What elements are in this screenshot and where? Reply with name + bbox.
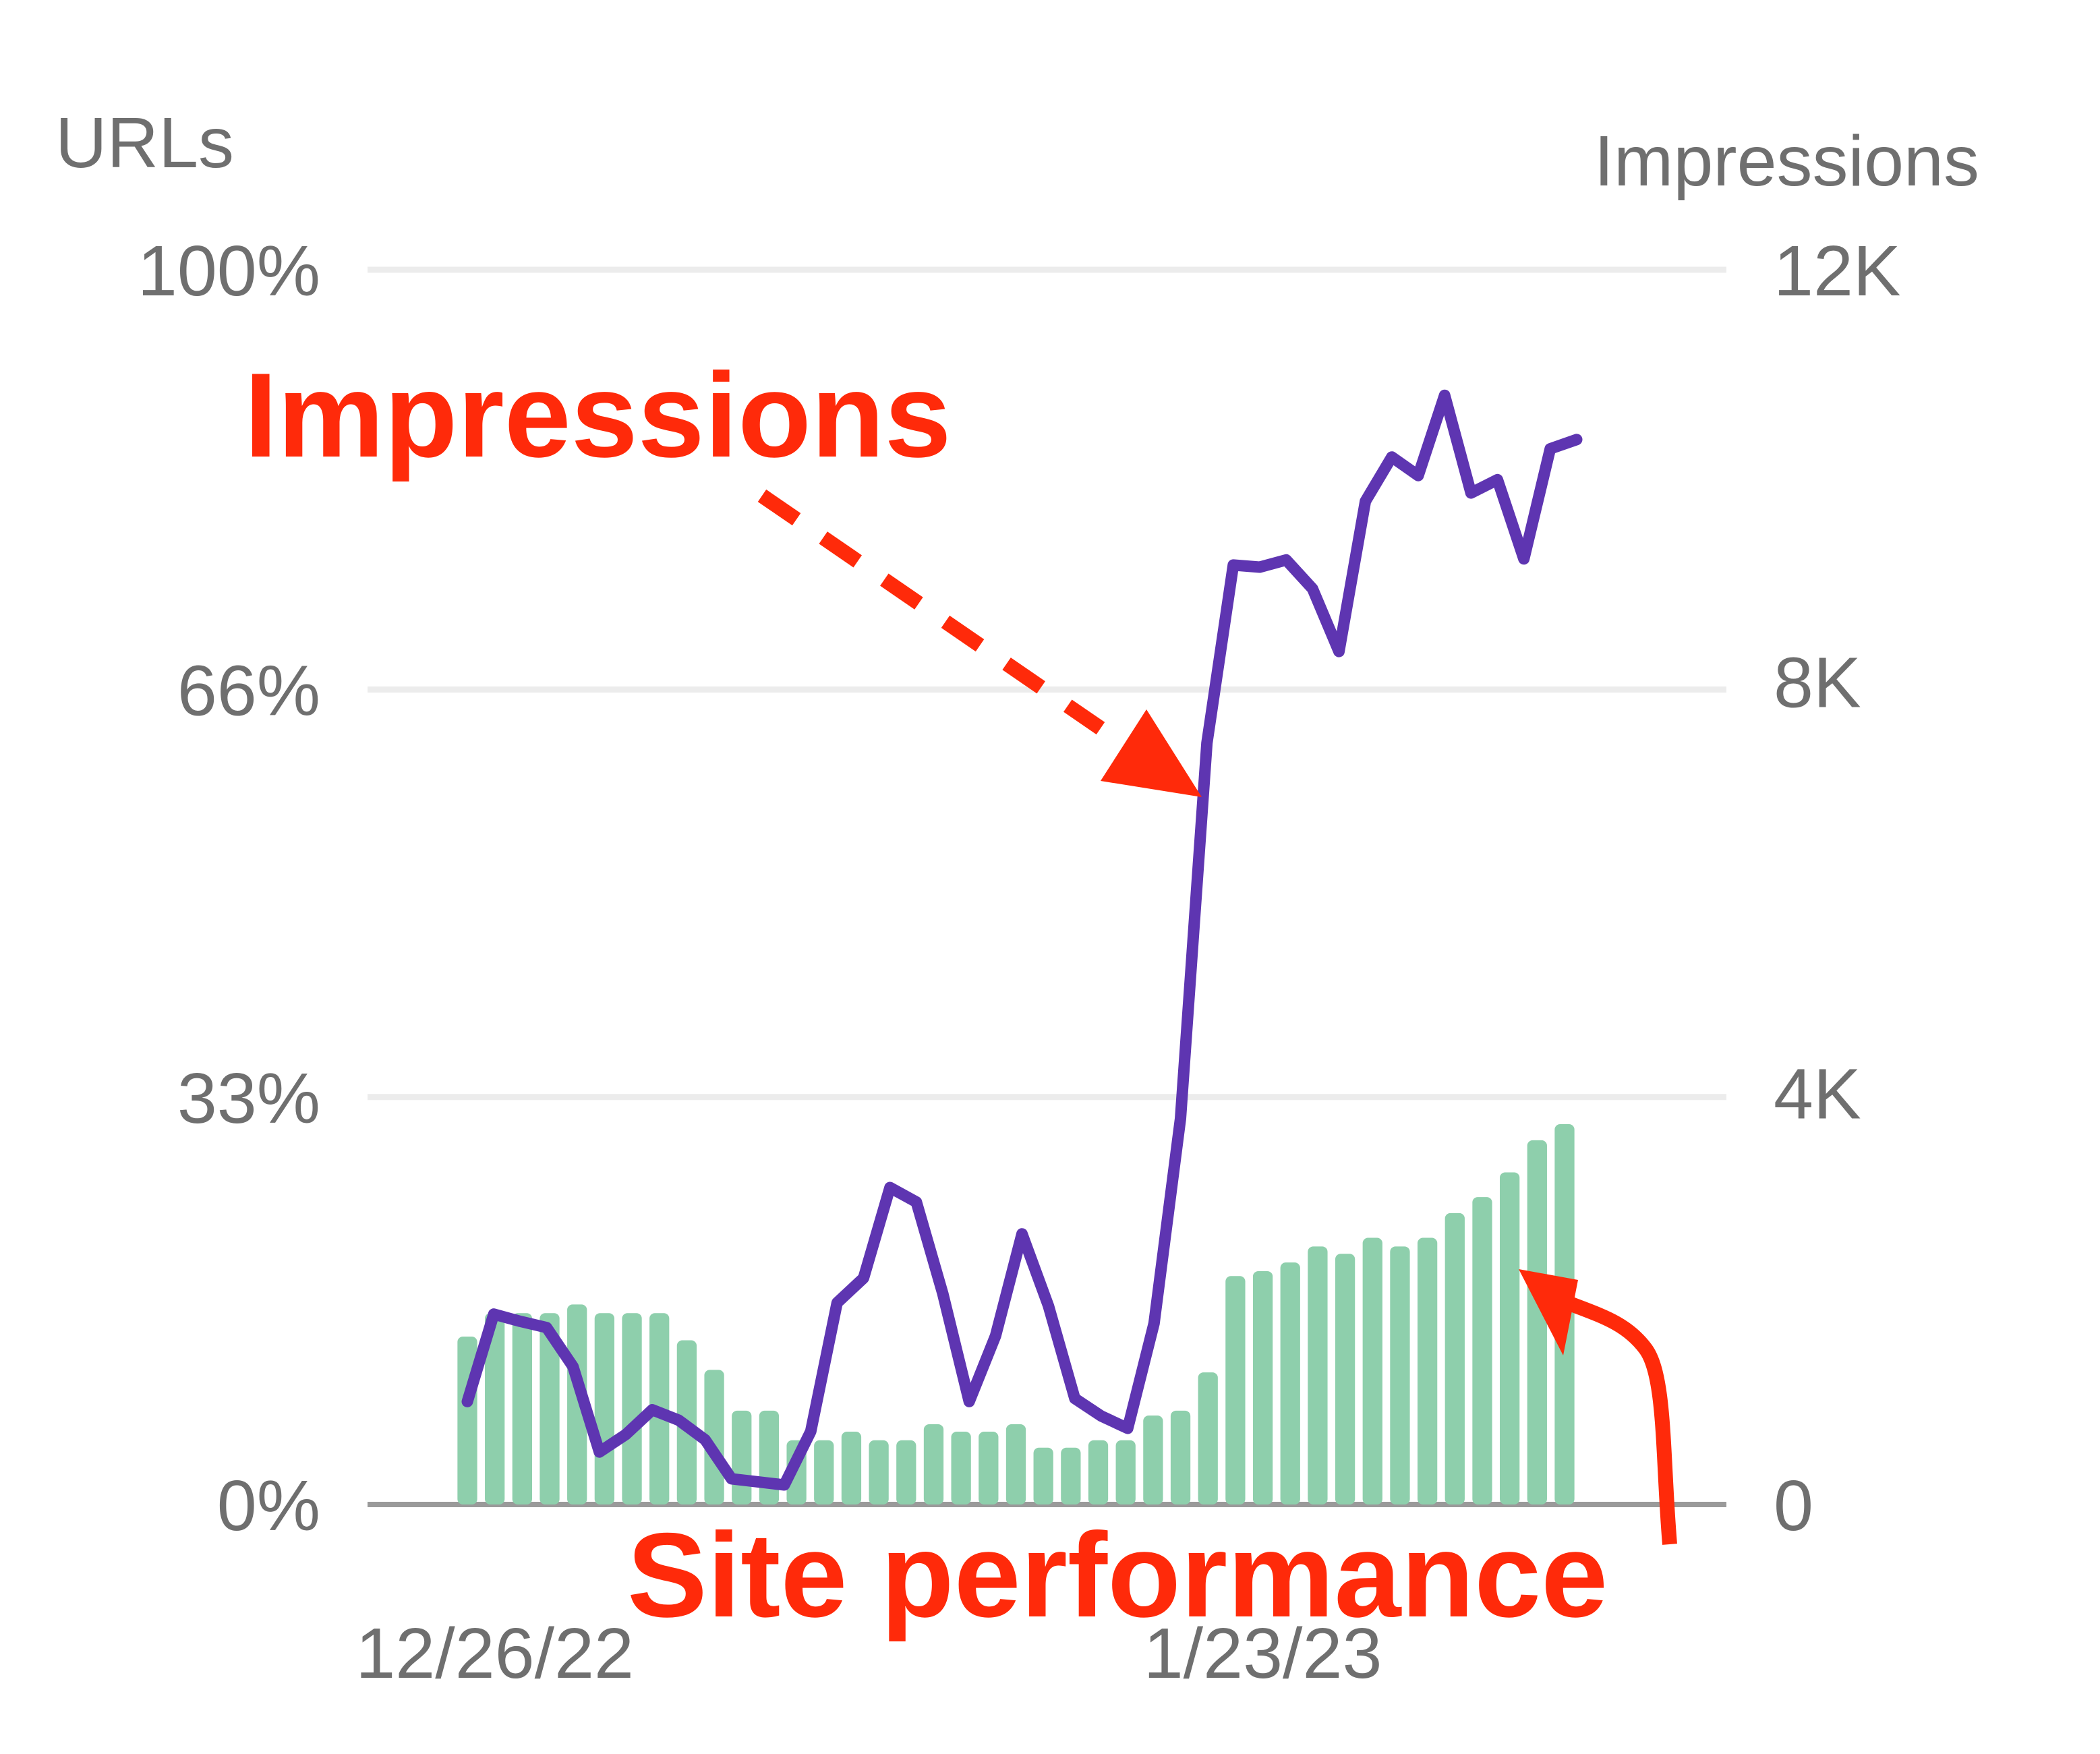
bar (1061, 1447, 1081, 1504)
right-tick-label: 8K (1774, 643, 1861, 722)
bar (1472, 1197, 1492, 1504)
bar (1252, 1270, 1273, 1504)
bar (622, 1313, 642, 1504)
left-axis-label: URLs (55, 103, 234, 183)
bar (594, 1313, 615, 1504)
bar (951, 1431, 971, 1504)
bar (704, 1370, 724, 1504)
left-tick-label: 0% (217, 1466, 320, 1546)
bar (979, 1431, 999, 1504)
left-tick-label: 100% (138, 231, 320, 311)
bar (539, 1313, 560, 1504)
bar (1335, 1254, 1355, 1504)
bar (814, 1440, 834, 1504)
annotation-site-performance: Site performance (627, 1508, 1608, 1642)
annotation-site-performance-arrow (1561, 1294, 1677, 1545)
bar (1225, 1276, 1246, 1504)
impressions-line (461, 389, 1583, 1491)
bar-series-site-performance (457, 1124, 1575, 1504)
bar (1005, 1424, 1026, 1504)
right-axis-ticks: 0 4K 8K 12K (1774, 231, 1901, 1546)
left-tick-label: 66% (177, 651, 320, 731)
bar (1170, 1410, 1191, 1504)
bar (485, 1313, 505, 1504)
bar (1308, 1246, 1328, 1504)
bar (1390, 1246, 1410, 1504)
bar (759, 1410, 780, 1504)
right-axis-label: Impressions (1594, 121, 1979, 201)
bar (1500, 1172, 1520, 1504)
bar (732, 1410, 752, 1504)
bar (923, 1424, 944, 1504)
bar (567, 1304, 587, 1504)
bar (512, 1313, 532, 1504)
bar (1088, 1440, 1109, 1504)
bar (1527, 1140, 1547, 1504)
bar (1115, 1440, 1136, 1504)
x-tick-label: 1/23/23 (1144, 1614, 1382, 1693)
line-series-impressions (461, 389, 1583, 1491)
bar (1445, 1212, 1465, 1504)
annotation-impressions: Impressions (244, 348, 952, 482)
right-tick-label: 0 (1774, 1466, 1813, 1546)
bar (869, 1440, 889, 1504)
annotation-impressions-arrowhead (1101, 709, 1202, 797)
bar (1280, 1262, 1300, 1504)
left-tick-label: 33% (177, 1059, 320, 1138)
right-tick-label: 4K (1774, 1055, 1861, 1134)
annotation-site-performance-arrowhead (1519, 1269, 1578, 1355)
bar (896, 1440, 916, 1504)
left-axis-ticks: 0% 33% 66% 100% (138, 231, 320, 1546)
annotation-impressions-arrow (757, 489, 1105, 735)
bar (1362, 1237, 1382, 1504)
bar (1198, 1372, 1218, 1504)
bar (1033, 1447, 1053, 1504)
right-tick-label: 12K (1774, 231, 1901, 311)
x-tick-label: 12/26/22 (355, 1614, 634, 1693)
bar (1417, 1237, 1438, 1504)
bar (841, 1431, 862, 1504)
bar (1143, 1415, 1163, 1504)
x-axis-ticks: 12/26/22 1/23/23 (355, 1614, 1382, 1693)
